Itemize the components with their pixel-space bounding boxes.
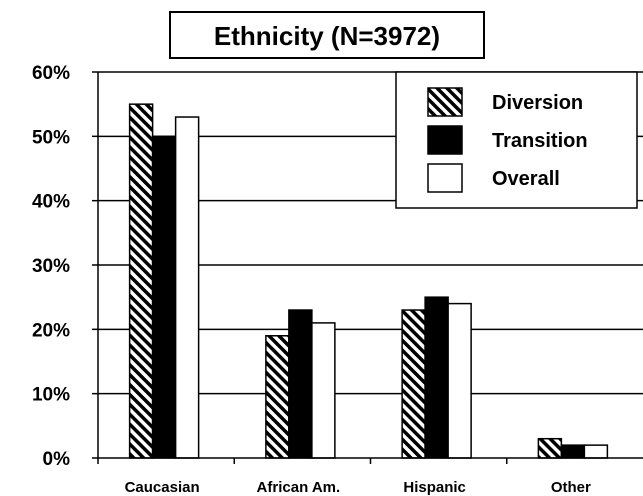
legend-swatch-transition <box>427 125 463 155</box>
chart-title-box <box>169 11 485 59</box>
bar-diversion <box>537 437 563 459</box>
y-tick-label: 40% <box>32 192 70 213</box>
bar-diversion <box>265 335 290 459</box>
bar-overall <box>311 322 336 459</box>
bar-transition <box>560 444 586 459</box>
bar-overall <box>447 302 472 459</box>
legend: Diversion Transition Overall <box>395 71 638 209</box>
legend-label-overall: Overall <box>492 168 560 190</box>
bar-diversion <box>401 309 426 459</box>
legend-swatch-diversion <box>427 87 463 117</box>
axes <box>92 71 643 464</box>
y-tick-label: 30% <box>32 256 70 277</box>
y-tick-label: 60% <box>32 63 70 84</box>
chart-title-group: Ethnicity (N=3972) <box>169 11 485 59</box>
x-category-label: African Am. <box>257 479 341 496</box>
y-axis-tick-labels: 0% 10% 20% 30% 40% 50% 60% <box>32 63 70 470</box>
y-tick-label: 20% <box>32 320 70 341</box>
chart-title: Ethnicity (N=3972) <box>214 21 440 51</box>
bar-overall <box>583 444 609 459</box>
y-tick-label: 10% <box>32 385 70 406</box>
x-category-label: Hispanic <box>403 479 466 496</box>
bar-overall <box>174 116 200 459</box>
legend-swatch-overall <box>427 163 463 193</box>
x-axis-category-labels: Caucasian African Am. Hispanic Other <box>125 479 591 496</box>
bar-transition <box>424 296 449 459</box>
x-category-label: Caucasian <box>125 479 200 496</box>
legend-label-transition: Transition <box>492 130 588 152</box>
bars <box>128 103 609 459</box>
bar-diversion <box>128 103 154 459</box>
y-tick-label: 0% <box>43 449 71 470</box>
legend-label-diversion: Diversion <box>492 92 583 114</box>
x-category-label: Other <box>551 479 591 496</box>
bar-transition <box>151 135 177 459</box>
bar-transition <box>288 309 313 459</box>
y-tick-label: 50% <box>32 127 70 148</box>
